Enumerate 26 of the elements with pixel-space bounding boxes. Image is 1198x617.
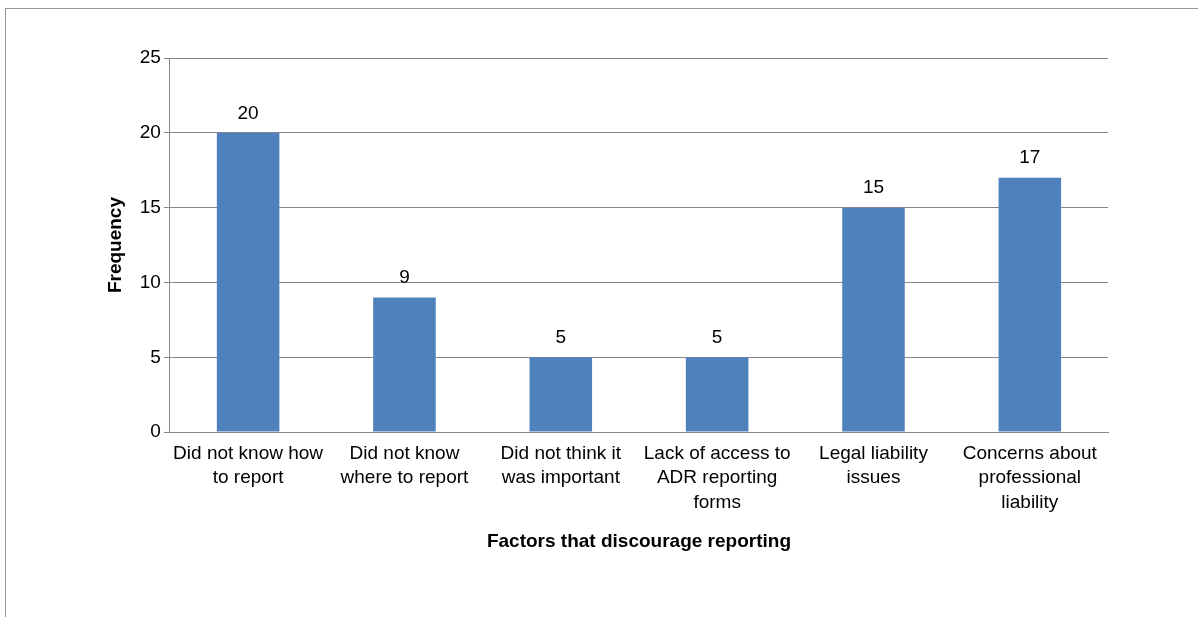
x-tick-label: Did not know how to report	[173, 441, 324, 488]
y-tick-label: 5	[150, 345, 161, 367]
x-axis-title: Factors that discourage reporting	[486, 529, 791, 551]
x-tick-label: Did not think it was important	[500, 441, 622, 488]
y-tick-label: 0	[150, 420, 161, 442]
x-tick-label: Concerns about professional liability	[962, 441, 1098, 513]
data-label: 17	[1019, 146, 1041, 168]
x-tick-label: Legal liability issues	[819, 441, 929, 488]
data-label: 20	[237, 101, 259, 123]
bar	[842, 207, 905, 432]
y-tick-label: 10	[139, 270, 161, 292]
bar	[685, 357, 749, 432]
y-tick-label: 25	[139, 46, 161, 68]
bar	[529, 357, 593, 432]
y-axis-title: Frequency	[103, 196, 125, 294]
data-label: 5	[555, 326, 567, 348]
bar	[373, 297, 436, 432]
bar	[216, 132, 280, 432]
y-tick-label: 15	[139, 195, 161, 217]
x-tick-label: Lack of access to ADR reporting forms	[643, 441, 791, 513]
data-label: 9	[399, 266, 410, 288]
data-label: 15	[862, 176, 885, 198]
data-label: 5	[711, 326, 723, 348]
y-tick-label: 20	[139, 121, 161, 143]
bar	[998, 177, 1062, 432]
x-tick-label: Did not know where to report	[339, 441, 470, 488]
